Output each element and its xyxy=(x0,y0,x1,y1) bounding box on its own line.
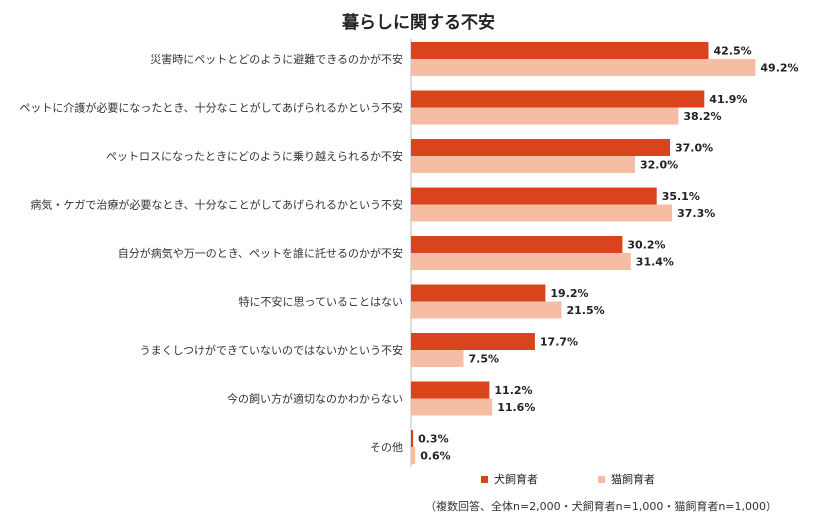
footnote: （複数回答、全体n=2,000・犬飼育者n=1,000・猫飼育者n=1,000） xyxy=(425,500,778,513)
chart-title: 暮らしに関する不安 xyxy=(342,13,495,33)
legend-label-dog: 犬飼育者 xyxy=(494,473,538,486)
value-label-cat: 0.6% xyxy=(420,450,451,463)
bar-dog xyxy=(411,187,657,205)
bar-cat xyxy=(411,398,493,416)
value-label-cat: 7.5% xyxy=(469,353,500,366)
bar-cat xyxy=(411,350,464,367)
category-label: 特に不安に思っていることはない xyxy=(239,295,403,309)
value-label-cat: 21.5% xyxy=(567,304,605,317)
value-labels: 42.5% 49.2% 41.9% 38.2% 37.0% 32.0% 35.1% 37.3%… xyxy=(418,45,798,463)
value-label-cat: 31.4% xyxy=(636,256,674,269)
bar-cat xyxy=(411,156,635,173)
bar-cat xyxy=(411,107,679,125)
value-label-dog: 0.3% xyxy=(418,433,449,446)
value-label-cat: 32.0% xyxy=(640,159,678,172)
bar-cat xyxy=(411,204,673,222)
category-label: その他 xyxy=(370,441,403,454)
bar-dog xyxy=(411,236,623,253)
bar-dog xyxy=(411,430,414,447)
category-label: ペットに介護が必要になったとき、十分なことがしてあげられるかという不安 xyxy=(19,101,403,115)
bar-dog xyxy=(411,381,490,399)
legend-label-cat: 猫飼育者 xyxy=(611,473,655,486)
bar-chart: 災害時にペットとどのように避難できるのかが不安ペットに介護が必要になったとき、十… xyxy=(19,39,799,467)
value-label-dog: 41.9% xyxy=(709,93,747,106)
value-label-dog: 35.1% xyxy=(662,190,700,203)
category-label: 災害時にペットとどのように避難できるのかが不安 xyxy=(150,52,403,66)
bar-cat xyxy=(411,59,756,76)
value-label-cat: 11.6% xyxy=(497,401,535,414)
bar-dog xyxy=(411,90,705,108)
legend-swatch-cat xyxy=(598,475,605,483)
category-label: ペットロスになったときにどのように乗り越えられるか不安 xyxy=(106,149,403,163)
category-label: うまくしつけができていないのではないかという不安 xyxy=(140,343,403,357)
value-label-dog: 11.2% xyxy=(494,384,532,397)
value-label-dog: 42.5% xyxy=(714,45,752,58)
bar-cat xyxy=(411,447,416,464)
legend-swatch-dog xyxy=(481,475,488,483)
category-label: 今の飼い方が適切なのかわからない xyxy=(227,392,403,406)
value-label-cat: 38.2% xyxy=(683,110,721,123)
legend-item-cat: 猫飼育者 xyxy=(598,471,655,487)
category-labels: 災害時にペットとどのように避難できるのかが不安ペットに介護が必要になったとき、十… xyxy=(19,52,403,454)
value-label-dog: 30.2% xyxy=(627,239,665,252)
value-label-cat: 37.3% xyxy=(677,207,715,220)
category-label: 自分が病気や万一のとき、ペットを誰に託せるのかが不安 xyxy=(118,246,403,260)
bar-dog xyxy=(411,139,670,156)
value-label-dog: 19.2% xyxy=(550,287,588,300)
value-label-dog: 37.0% xyxy=(675,142,713,155)
bar-cat xyxy=(411,253,631,270)
bar-dog xyxy=(411,42,709,59)
bar-dog xyxy=(411,333,535,350)
bar-dog xyxy=(411,284,546,302)
value-label-dog: 17.7% xyxy=(540,336,578,349)
bar-cat xyxy=(411,301,562,319)
category-label: 病気・ケガで治療が必要なとき、十分なことがしてあげられるかという不安 xyxy=(30,198,403,212)
bars xyxy=(410,39,756,467)
legend-item-dog: 犬飼育者 xyxy=(481,471,538,487)
value-label-cat: 49.2% xyxy=(760,62,798,75)
